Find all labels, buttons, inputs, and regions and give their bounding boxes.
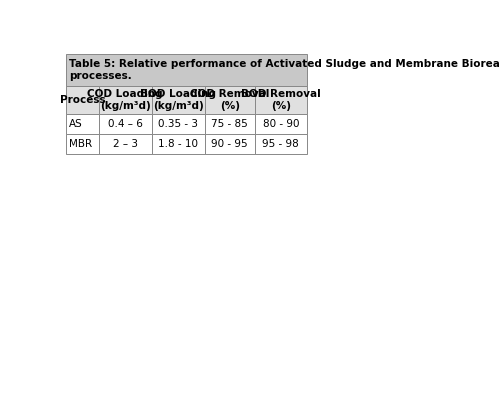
Bar	[66, 114, 99, 134]
Bar	[255, 114, 306, 134]
Text: 95 - 98: 95 - 98	[262, 139, 299, 149]
Text: 80 - 90: 80 - 90	[262, 119, 299, 129]
Text: COD Removal
(%): COD Removal (%)	[190, 89, 270, 111]
Text: 90 - 95: 90 - 95	[212, 139, 248, 149]
Text: 1.8 - 10: 1.8 - 10	[158, 139, 198, 149]
Bar	[204, 114, 255, 134]
Text: COD Loading
(kg/m³d): COD Loading (kg/m³d)	[88, 89, 163, 111]
Bar	[255, 134, 306, 154]
Text: 2 – 3: 2 – 3	[112, 139, 138, 149]
Bar	[204, 86, 255, 114]
Text: MBR: MBR	[69, 139, 92, 149]
Text: AS: AS	[69, 119, 83, 129]
Bar	[66, 54, 306, 86]
Text: Process: Process	[60, 95, 106, 105]
Text: 0.35 - 3: 0.35 - 3	[158, 119, 198, 129]
Text: 0.4 – 6: 0.4 – 6	[108, 119, 142, 129]
Bar	[99, 114, 152, 134]
Text: Table 5: Relative performance of Activated Sludge and Membrane Bioreactor
proces: Table 5: Relative performance of Activat…	[70, 59, 500, 81]
Text: BOD Loading
(kg/m³d): BOD Loading (kg/m³d)	[140, 89, 216, 111]
Bar	[152, 114, 204, 134]
Bar	[99, 86, 152, 114]
Bar	[152, 86, 204, 114]
Text: 75 - 85: 75 - 85	[212, 119, 248, 129]
Bar	[99, 134, 152, 154]
Bar	[66, 134, 99, 154]
Bar	[255, 86, 306, 114]
Bar	[204, 134, 255, 154]
Bar	[152, 134, 204, 154]
Text: BOD Removal
(%): BOD Removal (%)	[241, 89, 320, 111]
Bar	[66, 86, 99, 114]
